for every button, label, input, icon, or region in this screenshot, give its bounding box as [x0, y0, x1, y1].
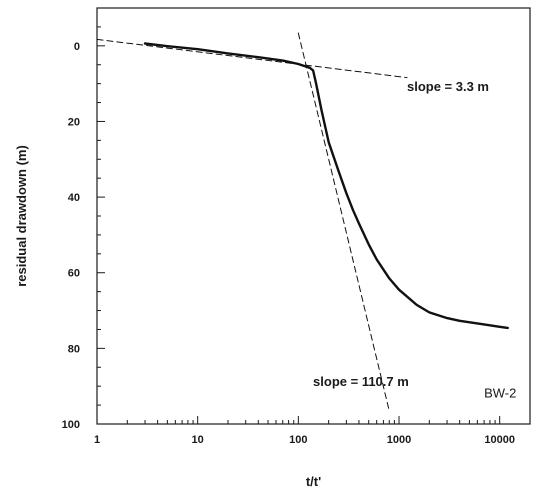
annotations: slope = 3.3 m slope = 110.7 m BW-2: [313, 79, 516, 400]
y-axis-title: residual drawdown (m): [14, 145, 29, 287]
x-tick-label: 10: [192, 434, 204, 446]
y-tick-label: 20: [68, 116, 80, 128]
annotation-label: BW-2: [484, 386, 516, 401]
drawdown-curve: [143, 42, 509, 330]
data-series: [96, 32, 509, 412]
y-axis: 0 20 40 60 80 100: [62, 26, 105, 431]
y-tick-label: 80: [68, 343, 80, 355]
x-tick-label: 10000: [484, 434, 515, 446]
y-tick-label: 60: [68, 268, 80, 280]
x-axis-title: t/t': [306, 474, 321, 489]
annotation-label: slope = 110.7 m: [313, 374, 409, 389]
y-tick-label: 0: [74, 41, 80, 53]
y-tick-label: 40: [68, 192, 80, 204]
y-tick-label: 100: [62, 419, 80, 431]
x-axis: 1 10 100 1000 10000: [94, 416, 531, 446]
annotation-label: slope = 3.3 m: [407, 79, 489, 94]
x-tick-label: 1: [94, 434, 100, 446]
x-tick-label: 100: [289, 434, 307, 446]
x-tick-label: 1000: [387, 434, 411, 446]
slope-line-2: [297, 32, 390, 412]
slope-line-1: [96, 38, 408, 79]
